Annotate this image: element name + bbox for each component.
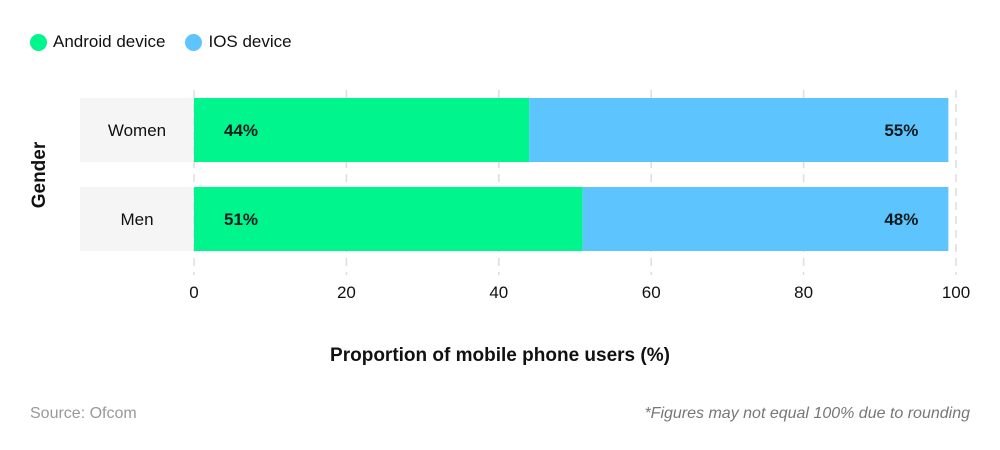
data-label: 48% <box>884 210 918 229</box>
category-label: Men <box>120 210 153 229</box>
legend-item-ios: IOS device <box>185 32 292 52</box>
data-label: 51% <box>224 210 258 229</box>
category-label-bg <box>80 98 194 162</box>
bar-segment-android <box>194 98 530 162</box>
footnote: *Figures may not equal 100% due to round… <box>644 405 970 422</box>
x-axis-label: Proportion of mobile phone users (%) <box>330 345 670 366</box>
x-tick-label: 60 <box>642 283 661 302</box>
bar-segment-ios <box>529 98 949 162</box>
data-label: 55% <box>884 121 918 140</box>
category-label-bg <box>80 187 194 251</box>
bar-segment-ios <box>582 187 949 251</box>
data-label: 44% <box>224 121 258 140</box>
legend: Android device IOS device <box>30 32 292 52</box>
legend-swatch-android <box>30 33 47 51</box>
legend-swatch-ios <box>185 33 203 51</box>
bar-segment-android <box>194 187 583 251</box>
x-tick-label: 40 <box>489 283 508 302</box>
x-tick-label: 100 <box>942 283 970 302</box>
x-tick-label: 80 <box>794 283 813 302</box>
source-text: Source: Ofcom <box>30 405 137 422</box>
x-tick-label: 0 <box>189 283 198 302</box>
legend-item-android: Android device <box>30 32 165 52</box>
legend-label-ios: IOS device <box>208 32 292 51</box>
category-label: Women <box>108 121 166 140</box>
chart-plot: 0 20 40 60 80 100 Women 44% 55% Men 51% 48% <box>80 90 971 302</box>
x-tick-label: 20 <box>337 283 356 302</box>
legend-label-android: Android device <box>53 32 166 51</box>
